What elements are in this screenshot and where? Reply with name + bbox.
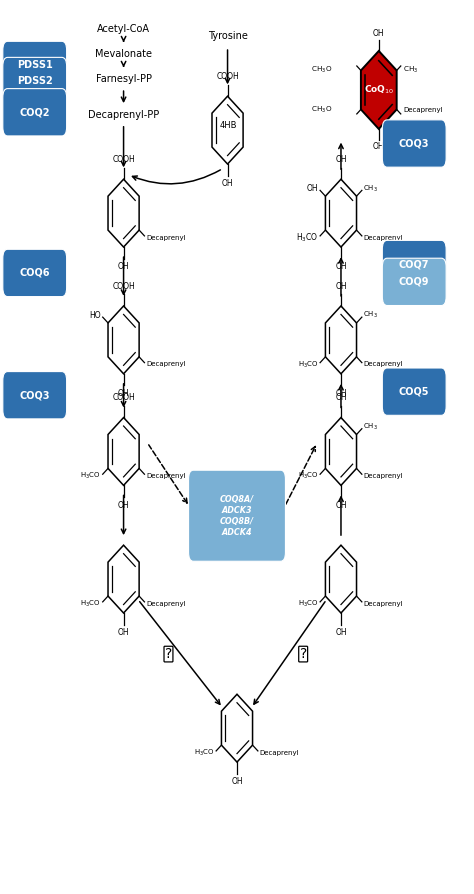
Text: CH$_3$O: CH$_3$O: [311, 105, 332, 114]
Text: COOH: COOH: [112, 282, 135, 291]
Text: Acetyl-CoA: Acetyl-CoA: [97, 24, 150, 34]
FancyBboxPatch shape: [383, 120, 446, 167]
Text: H$_3$CO: H$_3$CO: [298, 471, 319, 481]
Text: COQ8A/
ADCK3
COQ8B/
ADCK4: COQ8A/ ADCK3 COQ8B/ ADCK4: [220, 494, 254, 537]
Text: H$_3$CO: H$_3$CO: [81, 599, 101, 609]
Text: COQ7: COQ7: [399, 259, 429, 269]
Text: Decaprenyl-PP: Decaprenyl-PP: [88, 110, 159, 120]
Text: Decaprenyl: Decaprenyl: [364, 473, 403, 479]
Text: OH: OH: [335, 628, 347, 637]
Text: H$_3$CO: H$_3$CO: [296, 232, 319, 244]
Text: COQ5: COQ5: [399, 387, 429, 397]
Text: COOH: COOH: [112, 155, 135, 164]
FancyBboxPatch shape: [383, 368, 446, 416]
FancyBboxPatch shape: [3, 249, 67, 297]
Text: Decaprenyl: Decaprenyl: [364, 361, 403, 367]
Text: OH: OH: [118, 389, 129, 398]
Text: CH$_3$: CH$_3$: [364, 422, 378, 432]
Polygon shape: [361, 51, 397, 129]
Text: OH: OH: [373, 142, 384, 151]
Text: HO: HO: [90, 311, 101, 320]
FancyBboxPatch shape: [3, 372, 67, 419]
Text: Decaprenyl: Decaprenyl: [364, 601, 403, 607]
Text: CoQ$_{10}$: CoQ$_{10}$: [364, 84, 394, 97]
Text: OH: OH: [335, 501, 347, 510]
Text: COQ9: COQ9: [399, 277, 429, 287]
Text: OH: OH: [307, 184, 319, 193]
Text: Farnesyl-PP: Farnesyl-PP: [96, 74, 152, 84]
Text: OH: OH: [335, 262, 347, 271]
Text: Mevalonate: Mevalonate: [95, 49, 152, 59]
Text: OH: OH: [335, 389, 347, 398]
Text: OH: OH: [118, 501, 129, 510]
Text: Decaprenyl: Decaprenyl: [259, 750, 299, 755]
FancyBboxPatch shape: [383, 258, 446, 306]
Text: COOH: COOH: [216, 72, 239, 81]
FancyBboxPatch shape: [3, 89, 67, 136]
Text: Tyrosine: Tyrosine: [208, 31, 247, 41]
Text: OH: OH: [118, 262, 129, 271]
Text: OH: OH: [335, 282, 347, 291]
Text: H$_3$CO: H$_3$CO: [298, 359, 319, 369]
Text: COQ3: COQ3: [19, 390, 50, 401]
Text: H$_3$CO: H$_3$CO: [298, 599, 319, 609]
Text: Decaprenyl: Decaprenyl: [403, 106, 443, 113]
Text: OH: OH: [335, 393, 347, 402]
Text: PDSS1: PDSS1: [17, 60, 53, 70]
Text: 4HB: 4HB: [219, 122, 237, 131]
Text: CH$_3$: CH$_3$: [364, 183, 378, 194]
Text: CH$_3$: CH$_3$: [364, 310, 378, 320]
FancyBboxPatch shape: [189, 470, 285, 561]
Text: OH: OH: [222, 179, 233, 189]
Text: Decaprenyl: Decaprenyl: [146, 361, 186, 367]
Text: CH$_3$O: CH$_3$O: [311, 65, 332, 75]
Text: COOH: COOH: [112, 393, 135, 402]
Text: Decaprenyl: Decaprenyl: [146, 601, 186, 607]
FancyBboxPatch shape: [3, 57, 67, 105]
Text: OH: OH: [335, 155, 347, 164]
Text: OH: OH: [118, 628, 129, 637]
Text: ?: ?: [165, 647, 172, 661]
FancyBboxPatch shape: [383, 240, 446, 288]
Text: Decaprenyl: Decaprenyl: [146, 473, 186, 479]
Text: COQ3: COQ3: [399, 139, 429, 148]
Text: H$_3$CO: H$_3$CO: [194, 747, 215, 758]
Text: CH$_3$: CH$_3$: [403, 65, 419, 75]
FancyBboxPatch shape: [3, 41, 67, 89]
Text: COQ2: COQ2: [19, 107, 50, 117]
Text: OH: OH: [231, 777, 243, 786]
Text: H$_3$CO: H$_3$CO: [81, 471, 101, 481]
Text: COQ6: COQ6: [19, 268, 50, 278]
Text: OH: OH: [373, 29, 384, 38]
Text: Decaprenyl: Decaprenyl: [364, 235, 403, 240]
Text: ?: ?: [300, 647, 307, 661]
Text: PDSS2: PDSS2: [17, 76, 53, 86]
Text: Decaprenyl: Decaprenyl: [146, 235, 186, 240]
